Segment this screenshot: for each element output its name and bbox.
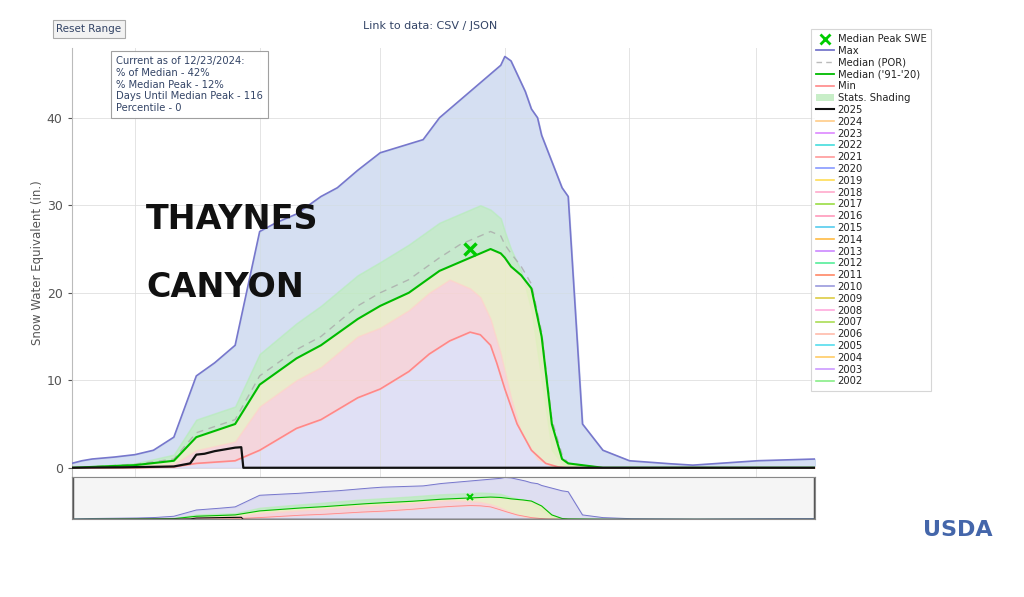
Text: Link to data: CSV / JSON: Link to data: CSV / JSON	[362, 21, 498, 31]
Text: THAYNES: THAYNES	[146, 203, 318, 236]
Text: Current as of 12/23/2024:
% of Median - 42%
% Median Peak - 12%
Days Until Media: Current as of 12/23/2024: % of Median - …	[117, 56, 263, 113]
Legend: Median Peak SWE, Max, Median (POR), Median ('91-'20), Min, Stats. Shading, 2025,: Median Peak SWE, Max, Median (POR), Medi…	[811, 29, 931, 392]
Text: USDA: USDA	[923, 520, 992, 540]
Text: CANYON: CANYON	[146, 272, 304, 304]
Y-axis label: Snow Water Equivalent (in.): Snow Water Equivalent (in.)	[31, 180, 44, 344]
Text: Reset Range: Reset Range	[56, 24, 122, 34]
